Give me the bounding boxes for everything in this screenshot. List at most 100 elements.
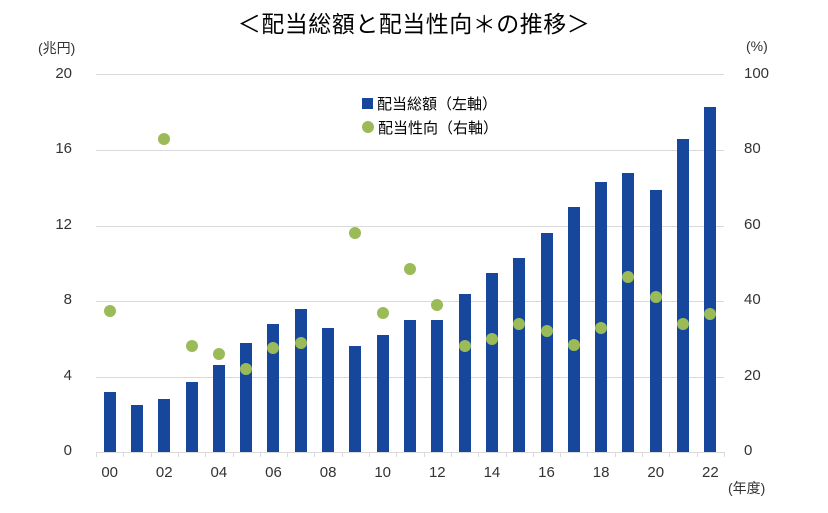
left-tick-label: 12 <box>55 215 72 233</box>
x-axis-tick <box>369 452 371 457</box>
x-axis-tick <box>532 452 534 457</box>
dividend-bar <box>322 327 335 452</box>
x-axis-tick <box>642 452 644 457</box>
dividend-bar <box>622 173 635 452</box>
payout-ratio-dot <box>185 340 198 353</box>
x-axis-tick <box>724 452 725 457</box>
legend-circle-icon <box>362 121 374 133</box>
x-tick-label: 10 <box>374 464 392 481</box>
x-axis-tick <box>96 452 97 457</box>
x-tick-label: 02 <box>155 464 173 481</box>
payout-ratio-dot <box>540 325 553 338</box>
dividend-bar <box>404 320 416 452</box>
dividend-bar <box>158 399 171 452</box>
payout-ratio-dot <box>513 317 526 330</box>
left-tick-label: 0 <box>63 442 72 459</box>
right-axis-unit: (%) <box>746 38 768 54</box>
payout-ratio-dot <box>404 263 416 276</box>
x-axis-tick <box>150 452 152 457</box>
x-axis-tick <box>177 452 179 457</box>
payout-ratio-dot <box>595 321 608 334</box>
payout-ratio-dot <box>240 363 253 376</box>
x-axis-tick <box>696 452 698 457</box>
dividend-bar <box>294 308 307 452</box>
dividend-bar <box>567 206 580 452</box>
x-axis-tick <box>614 452 616 457</box>
dividend-bar <box>677 139 690 452</box>
payout-ratio-dot <box>431 298 444 311</box>
x-axis-tick <box>478 452 480 457</box>
x-tick-label: 12 <box>428 464 446 481</box>
dividend-bar <box>649 190 662 452</box>
x-axis-tick <box>341 452 343 457</box>
x-axis-tick <box>259 452 261 457</box>
x-axis-tick <box>669 452 671 457</box>
dividend-bar <box>240 342 253 452</box>
payout-ratio-dot <box>103 304 116 317</box>
payout-ratio-dot <box>376 306 389 319</box>
dividend-bar <box>704 107 717 452</box>
legend-item: 配当総額（左軸） <box>362 92 498 114</box>
payout-ratio-dot <box>704 308 717 321</box>
dividend-bar <box>595 182 608 452</box>
payout-ratio-dot <box>212 347 225 360</box>
x-tick-label: 14 <box>483 464 501 481</box>
x-tick-label: 16 <box>538 464 555 481</box>
legend-label: 配当性向（右軸） <box>378 119 499 137</box>
chart-title: ＜配当総額と配当性向＊の推移＞ <box>237 11 591 37</box>
payout-ratio-dot <box>567 338 580 351</box>
dividend-bar <box>212 365 225 452</box>
x-axis-tick <box>560 452 562 457</box>
x-tick-label: 08 <box>319 464 337 481</box>
x-axis-tick <box>423 452 425 457</box>
legend-item: 配当性向（右軸） <box>362 116 498 138</box>
right-tick-label: 100 <box>744 65 770 82</box>
x-axis-tick <box>587 452 589 457</box>
payout-ratio-dot <box>485 332 498 345</box>
x-axis-tick <box>232 452 234 457</box>
left-tick-label: 8 <box>63 291 72 309</box>
dividend-bar <box>103 391 116 452</box>
gridline <box>96 301 724 303</box>
x-axis-tick <box>314 452 316 457</box>
legend-square-icon <box>362 97 373 109</box>
dividend-bar <box>540 233 553 452</box>
payout-ratio-dot <box>458 340 471 353</box>
payout-ratio-dot <box>267 342 280 355</box>
x-axis-tick <box>123 452 125 457</box>
dividend-bar <box>485 272 498 452</box>
payout-ratio-dot <box>622 270 635 283</box>
x-tick-label: 00 <box>101 464 118 481</box>
left-tick-label: 20 <box>55 65 72 82</box>
right-tick-label: 80 <box>744 140 761 158</box>
left-axis-unit: (兆円) <box>38 40 76 56</box>
x-tick-label: 04 <box>210 464 228 481</box>
right-tick-label: 60 <box>744 215 761 233</box>
dividend-bar <box>376 335 389 452</box>
x-tick-label: 06 <box>265 464 282 481</box>
dividend-bar <box>185 382 198 452</box>
legend: 配当総額（左軸） 配当性向（右軸） <box>362 92 498 138</box>
left-tick-label: 16 <box>55 140 72 158</box>
dividend-bar <box>513 257 526 452</box>
right-tick-label: 20 <box>744 366 761 384</box>
legend-label: 配当総額（左軸） <box>377 95 498 113</box>
payout-ratio-dot <box>677 317 690 330</box>
x-axis-tick <box>205 452 207 457</box>
dividend-bar <box>458 293 471 452</box>
payout-ratio-dot <box>294 336 307 349</box>
x-axis-tick <box>450 452 452 457</box>
gridline <box>96 150 724 152</box>
payout-ratio-dot <box>649 291 662 304</box>
x-tick-label: 18 <box>592 464 610 481</box>
x-axis-tick <box>287 452 289 457</box>
dividend-bar <box>431 320 444 452</box>
left-tick-label: 4 <box>63 366 72 384</box>
dividend-bar <box>267 323 280 452</box>
gridline <box>96 225 724 227</box>
dividend-bar <box>130 404 143 452</box>
payout-ratio-dot <box>349 227 362 240</box>
right-tick-label: 0 <box>744 442 753 459</box>
right-tick-label: 40 <box>744 291 761 309</box>
